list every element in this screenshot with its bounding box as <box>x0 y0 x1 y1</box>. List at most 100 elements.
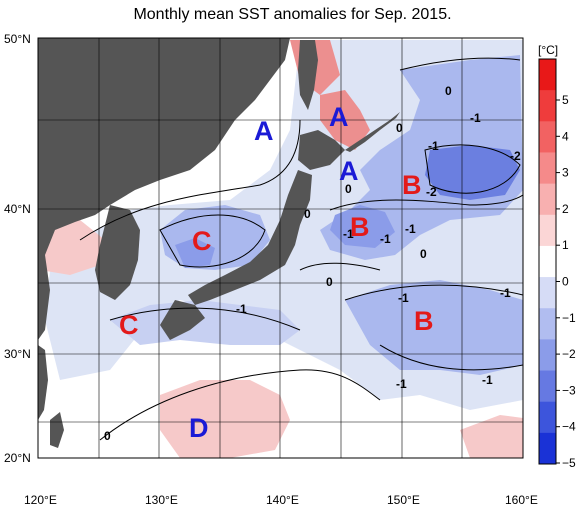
anomaly-contours <box>79 57 523 441</box>
colorbar-label: 5 <box>562 93 569 107</box>
colorbar-swatch <box>539 214 556 247</box>
lat-tick-label: 50°N <box>4 32 31 46</box>
land-hokkaido <box>298 130 345 170</box>
map-area: 0 -1 0 -1 -2 -2 0 -1 -1 -1 0 0 -1 -1 0 -… <box>38 38 523 458</box>
colorbar-frame <box>538 58 557 465</box>
land-asia-continent <box>38 38 290 340</box>
warm-anomaly-d <box>160 380 290 458</box>
lon-tick-label: 120°E <box>24 493 57 507</box>
colorbar-label: 0 <box>562 275 569 289</box>
colorbar-label: −2 <box>562 347 576 361</box>
lon-tick-label: 130°E <box>145 493 178 507</box>
map-frame <box>37 37 524 459</box>
land-east-china <box>38 345 48 420</box>
colorbar-swatch <box>539 277 556 309</box>
colorbar-swatch <box>539 339 556 372</box>
cool-core-b-mid <box>330 205 395 248</box>
contour-label: 0 <box>396 121 403 135</box>
region-label-b: B <box>350 212 370 242</box>
land-sakhalin <box>298 40 318 110</box>
lon-tick-label: 150°E <box>387 493 420 507</box>
region-label-c: C <box>119 310 139 340</box>
colorbar-label: 3 <box>562 166 569 180</box>
contour-label: -1 <box>380 232 391 246</box>
region-label-b: B <box>402 170 422 200</box>
contour-line <box>424 144 521 194</box>
colorbar-swatch <box>539 90 556 122</box>
colorbar-labels: 5 4 3 2 1 0 −1 −2 −3 −4 −5 <box>556 93 576 470</box>
colorbar-swatch <box>539 308 556 340</box>
contour-label: 0 <box>420 247 427 261</box>
cool-core-b-north <box>425 145 520 200</box>
colorbar-label: −1 <box>562 311 576 325</box>
contour-line <box>159 214 266 268</box>
contour-line <box>99 369 381 441</box>
contour-label: 0 <box>445 84 452 98</box>
lat-tick-label: 30°N <box>4 347 31 361</box>
contour-line <box>79 119 301 241</box>
colorbar-label: −3 <box>562 383 576 397</box>
contour-line <box>109 307 301 331</box>
colorbar-swatch <box>539 59 556 91</box>
contour-label: -1 <box>428 139 439 153</box>
contour-label: -1 <box>405 222 416 236</box>
contour-line <box>379 344 523 371</box>
cool-core-c <box>175 238 215 268</box>
colorbar-label: 1 <box>562 238 569 252</box>
region-label-a: A <box>254 116 274 146</box>
colorbar-swatch <box>539 121 556 153</box>
colorbar-swatch <box>539 370 556 403</box>
land-shikoku-kyushu <box>160 300 205 340</box>
colorbar-swatches <box>539 59 556 465</box>
colorbar-swatch <box>539 245 556 278</box>
warm-anomaly-northwest <box>40 220 105 275</box>
contour-line <box>329 194 523 211</box>
region-label-c: C <box>192 226 212 256</box>
region-label-a: A <box>339 156 359 186</box>
contour-label: 0 <box>304 207 311 221</box>
region-label-d: D <box>189 413 209 443</box>
contour-label: 0 <box>345 182 352 196</box>
colorbar-label: 4 <box>562 129 569 143</box>
cool-anomaly-south <box>110 300 300 345</box>
lon-tick-label: 140°E <box>266 493 299 507</box>
region-label-a: A <box>329 102 349 132</box>
colorbar-label: −5 <box>562 456 576 470</box>
region-label-b: B <box>414 306 434 336</box>
colorbar-swatch <box>539 152 556 185</box>
contour-line <box>344 284 523 301</box>
contour-label: -1 <box>470 111 481 125</box>
contour-label: -1 <box>500 286 511 300</box>
graticule <box>38 38 523 458</box>
colorbar-swatch <box>539 183 556 216</box>
land-taiwan <box>50 412 64 448</box>
cool-anomaly-southeast <box>345 280 523 375</box>
land-korea <box>95 205 140 300</box>
land-kuril-islands <box>345 112 400 152</box>
lat-tick-label: 40°N <box>4 202 31 216</box>
contour-labels: 0 -1 0 -1 -2 -2 0 -1 -1 -1 0 0 -1 -1 0 -… <box>104 84 521 443</box>
contour-label: -1 <box>398 291 409 305</box>
contour-label: -1 <box>396 377 407 391</box>
map-title: Monthly mean SST anomalies for Sep. 2015… <box>133 6 452 23</box>
contour-line <box>299 262 381 271</box>
colorbar-swatch <box>539 432 556 465</box>
land-honshu <box>188 170 312 305</box>
colorbar-label: −4 <box>562 420 576 434</box>
contour-label: -2 <box>426 185 437 199</box>
colorbar-swatch <box>539 401 556 434</box>
region-labels: A A A B B B C C D <box>119 102 434 443</box>
contour-label: -1 <box>482 373 493 387</box>
contour-label: 0 <box>326 275 333 289</box>
contour-line <box>399 57 521 71</box>
warm-anomaly-southeast <box>460 415 523 458</box>
lat-tick-label: 20°N <box>4 451 31 465</box>
colorbar-label: 2 <box>562 202 569 216</box>
contour-label: 0 <box>104 429 111 443</box>
contour-label: -1 <box>236 302 247 316</box>
lon-tick-label: 160°E <box>505 493 538 507</box>
contour-label: -2 <box>510 149 521 163</box>
colorbar-unit: [°C] <box>538 43 558 57</box>
contour-label: -1 <box>343 227 354 241</box>
